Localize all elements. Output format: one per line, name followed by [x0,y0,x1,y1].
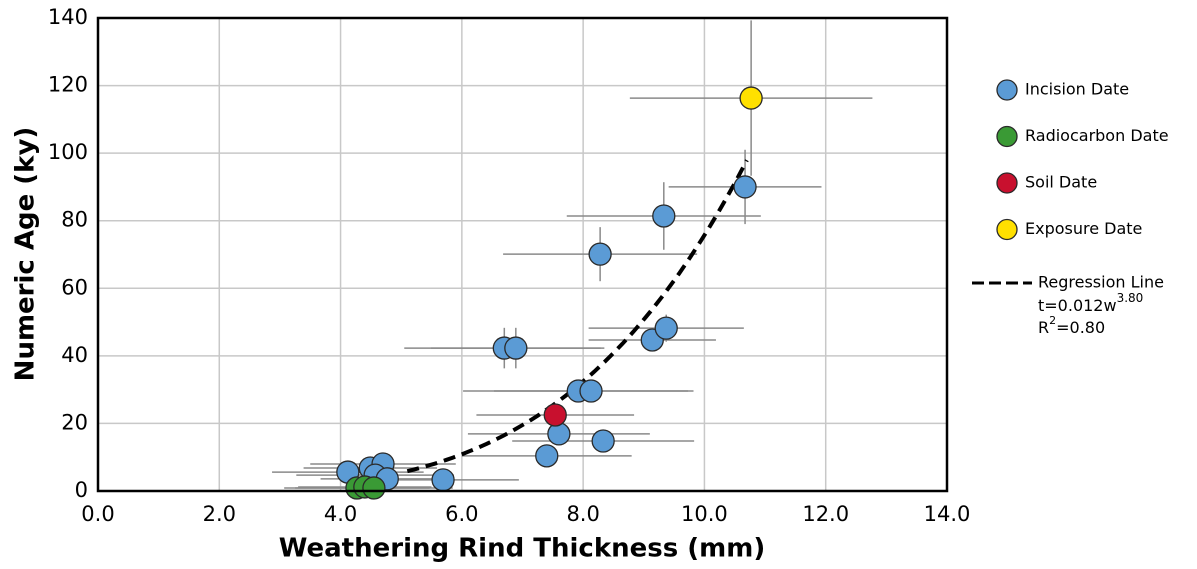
y-tick-label: 120 [48,73,88,97]
y-tick-label: 20 [61,410,88,434]
legend-marker [996,125,1018,148]
point [547,422,571,446]
legend-label: Incision Date [1025,80,1129,99]
legend-label: Soil Date [1025,173,1097,192]
regression-line [406,159,749,474]
r2-sup: 2 [1049,314,1056,327]
x-tick-label: 12.0 [802,502,849,526]
x-tick-label: 10.0 [681,502,728,526]
y-tick-label: 140 [48,5,88,29]
point [579,379,603,403]
y-tick-label: 80 [61,208,88,232]
y-tick-label: 60 [61,275,88,299]
x-tick-label: 2.0 [203,502,236,526]
legend-marker [996,172,1018,194]
point [654,316,678,340]
legend-label: Exposure Date [1025,219,1142,238]
y-tick-label: 0 [75,478,88,502]
equation-exponent: 3.80 [1117,291,1144,305]
regression-r2: R2=0.80 [1038,314,1105,337]
r2-base: R [1038,318,1049,337]
x-tick-label: 4.0 [324,502,357,526]
legend-marker [996,79,1018,101]
x-tick-label: 14.0 [924,502,971,526]
point [504,336,528,360]
y-tick-label: 100 [48,140,88,164]
point [535,444,559,468]
point [362,476,386,500]
equation-base: t=0.012w [1038,296,1117,315]
point [739,86,763,110]
points [272,20,873,500]
legend-marker [996,218,1018,241]
point [591,429,615,453]
y-axis-label: Numeric Age (ky) [11,127,41,382]
x-tick-label: 0.0 [81,502,114,526]
point [543,403,567,427]
regression-equation: t=0.012w3.80 [1038,291,1143,315]
legend-label: Radiocarbon Date [1025,126,1169,145]
point [431,468,455,492]
point [588,242,612,266]
plot-frame [96,16,949,493]
point [733,175,757,199]
x-axis-label: Weathering Rind Thickness (mm) [279,534,765,564]
x-tick-label: 8.0 [566,502,599,526]
r2-rest: =0.80 [1056,318,1105,337]
y-tick-label: 40 [61,343,88,367]
point [652,204,676,228]
legend-label: Regression Line [1038,273,1164,292]
x-tick-label: 6.0 [445,502,478,526]
